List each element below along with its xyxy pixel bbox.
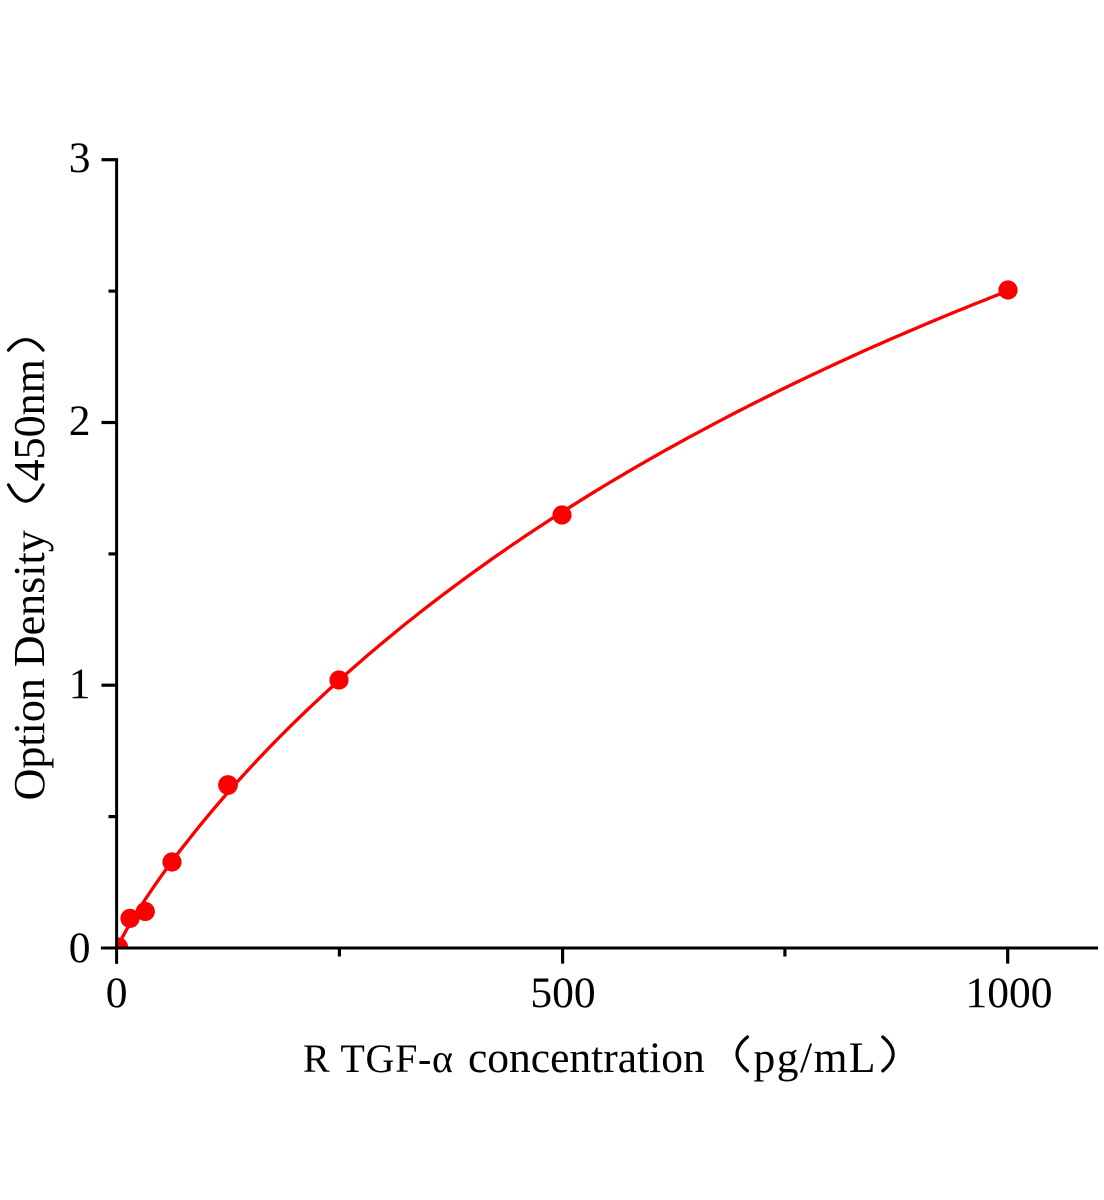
svg-text:0: 0 xyxy=(106,969,128,1017)
svg-text:2: 2 xyxy=(69,397,91,445)
svg-text:500: 500 xyxy=(530,969,595,1017)
svg-text:1000: 1000 xyxy=(966,969,1053,1017)
svg-text:Option Density: Option Density xyxy=(5,530,54,800)
svg-text:pg/mL: pg/mL xyxy=(754,1034,878,1082)
svg-text:1: 1 xyxy=(69,660,91,708)
svg-text:R TGF-α: R TGF-α xyxy=(303,1036,454,1081)
svg-text:0: 0 xyxy=(69,924,91,972)
svg-text:3: 3 xyxy=(69,134,91,182)
svg-text:concentration: concentration xyxy=(468,1034,705,1082)
svg-text:450nm: 450nm xyxy=(5,359,54,481)
